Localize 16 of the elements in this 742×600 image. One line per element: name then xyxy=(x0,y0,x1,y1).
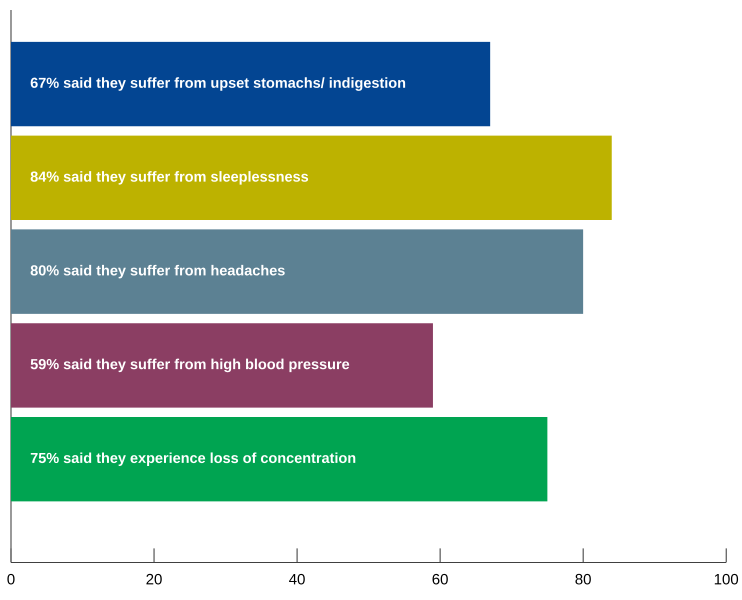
bar xyxy=(11,323,433,408)
y-tick-label: 80% said they suffer from headaches xyxy=(30,264,285,278)
x-tick-label: 100 xyxy=(714,574,738,584)
y-tick-label: 84% said they suffer from sleeplessness xyxy=(30,170,308,184)
bar xyxy=(11,42,490,126)
x-tick-label: 0 xyxy=(7,574,15,584)
y-tick-label: 67% said they suffer from upset stomachs/ indigestion xyxy=(30,77,406,91)
x-tick-label: 60 xyxy=(432,574,448,584)
y-tick-label: 75% said they experience loss of concentration xyxy=(30,452,356,466)
y-tick-label: 59% said they suffer from high blood pressure xyxy=(30,358,350,372)
x-tick-label: 40 xyxy=(289,574,305,584)
bar xyxy=(11,229,584,314)
x-tick-label: 20 xyxy=(146,574,162,584)
bar xyxy=(11,136,612,220)
bar xyxy=(11,416,548,502)
x-tick-label: 80 xyxy=(575,574,591,584)
